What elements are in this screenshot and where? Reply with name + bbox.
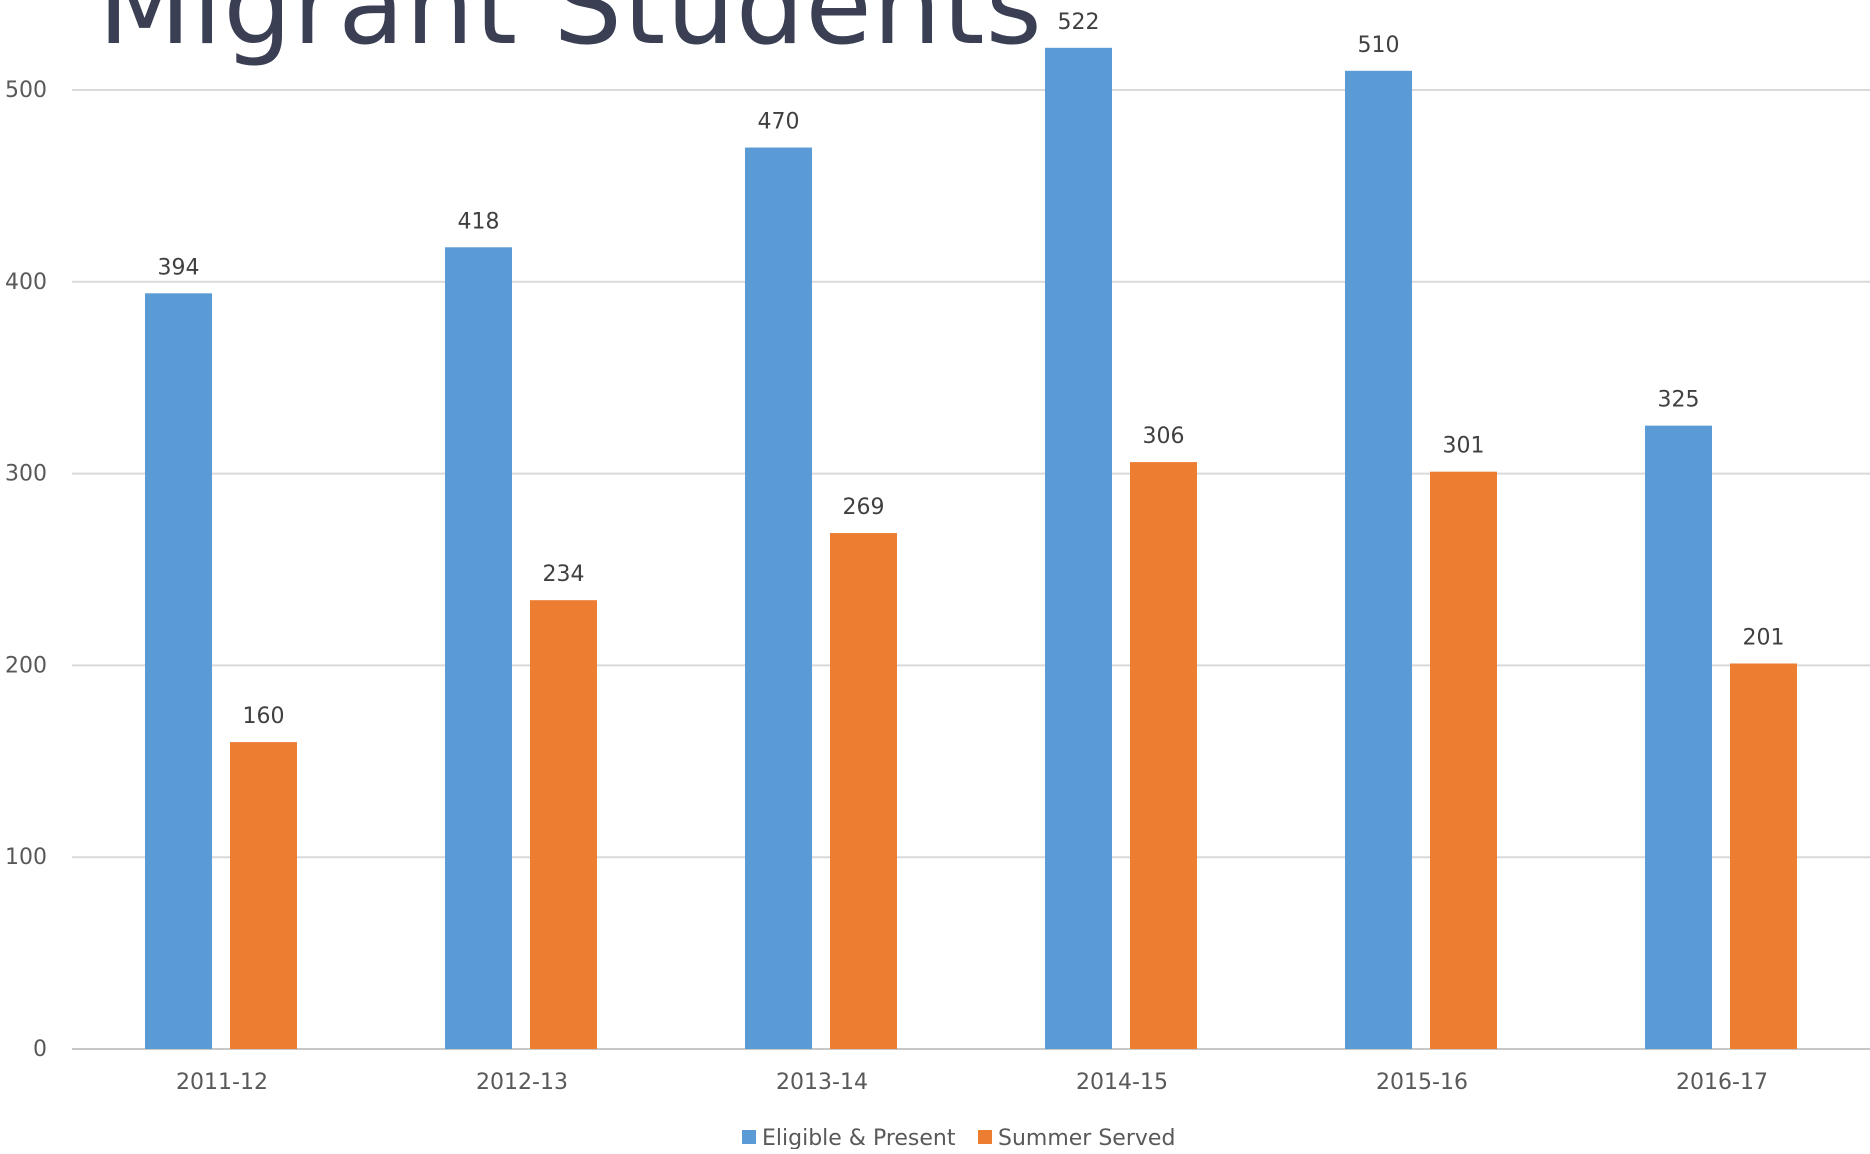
y-tick-label: 400: [5, 270, 47, 295]
y-tick-label: 300: [5, 462, 47, 487]
page-title: Migrant Students: [98, 0, 1043, 69]
x-tick-label: 2012-13: [476, 1070, 568, 1095]
y-tick-label: 500: [5, 78, 47, 103]
data-label: 306: [1143, 424, 1185, 449]
y-tick-label: 200: [5, 653, 47, 678]
data-label: 269: [843, 495, 885, 520]
bar-eligible-present: [145, 293, 212, 1050]
bar-summer-served: [1730, 663, 1797, 1049]
x-axis-ticks: 2011-12 2012-13 2013-14 2014-15 2015-16 2016-…: [176, 1070, 1768, 1095]
x-tick-label: 2013-14: [776, 1070, 868, 1095]
data-label: 394: [158, 255, 200, 280]
y-tick-label: 100: [5, 845, 47, 870]
data-labels: 394 160 418 234 470 269 522 306 510 301 325 201: [158, 10, 1785, 729]
bar-eligible-present: [745, 147, 812, 1050]
bar-summer-served: [1430, 471, 1497, 1049]
grid-lines: [72, 89, 1870, 1050]
data-label: 234: [543, 562, 585, 587]
y-tick-label: 0: [33, 1037, 47, 1062]
bar-eligible-present: [1645, 425, 1712, 1049]
data-label: 160: [243, 704, 285, 729]
data-label: 418: [458, 209, 500, 234]
legend: Eligible & Present Summer Served: [742, 1126, 1175, 1151]
legend-swatch: [978, 1130, 992, 1144]
bar-summer-served: [230, 742, 297, 1049]
legend-item-summer-served: Summer Served: [998, 1126, 1175, 1149]
data-label: 201: [1743, 625, 1785, 650]
x-tick-label: 2016-17: [1676, 1070, 1768, 1095]
bar-summer-served: [530, 600, 597, 1049]
data-label: 301: [1443, 434, 1485, 459]
data-label: 522: [1058, 10, 1100, 35]
x-tick-label: 2015-16: [1376, 1070, 1468, 1095]
bar-eligible-present: [445, 247, 512, 1049]
y-axis-ticks: 0 100 200 300 400 500: [5, 78, 47, 1062]
data-label: 510: [1358, 33, 1400, 58]
x-tick-label: 2011-12: [176, 1070, 268, 1095]
bars: [145, 47, 1797, 1050]
data-label: 470: [758, 110, 800, 135]
data-label: 325: [1658, 388, 1700, 413]
bar-summer-served: [830, 533, 897, 1049]
bar-eligible-present: [1345, 70, 1412, 1049]
legend-swatch: [742, 1130, 756, 1144]
legend-item-eligible-present: Eligible & Present: [762, 1126, 956, 1149]
x-tick-label: 2014-15: [1076, 1070, 1168, 1095]
bar-eligible-present: [1045, 47, 1112, 1049]
bar-summer-served: [1130, 462, 1197, 1049]
